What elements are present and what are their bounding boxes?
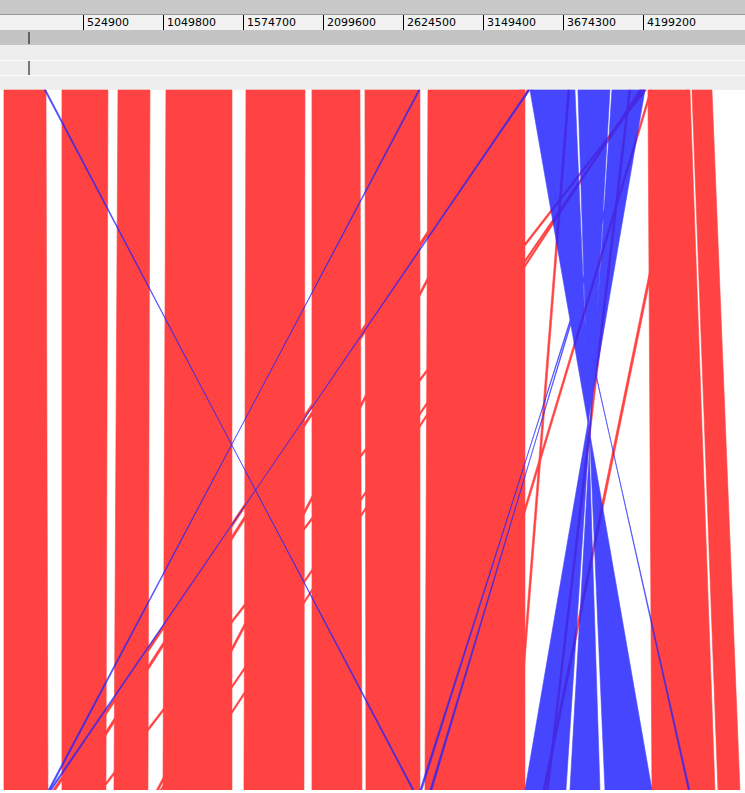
svg-text:2099600: 2099600 [327, 16, 376, 29]
svg-text:3149400: 3149400 [487, 16, 536, 29]
svg-text:1574700: 1574700 [247, 16, 296, 29]
svg-text:4199200: 4199200 [647, 16, 696, 29]
svg-text:524900: 524900 [87, 16, 129, 29]
svg-text:3674300: 3674300 [567, 16, 616, 29]
svg-text:2624500: 2624500 [407, 16, 456, 29]
svg-text:1049800: 1049800 [167, 16, 216, 29]
